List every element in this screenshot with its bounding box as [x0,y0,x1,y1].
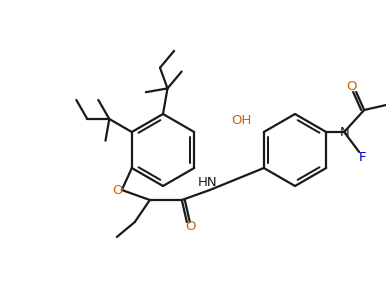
Text: O: O [186,221,196,233]
Text: O: O [113,184,123,197]
Text: N: N [339,125,349,139]
Text: HN: HN [198,176,218,188]
Text: F: F [359,151,366,164]
Text: O: O [346,79,356,92]
Text: OH: OH [232,114,252,127]
